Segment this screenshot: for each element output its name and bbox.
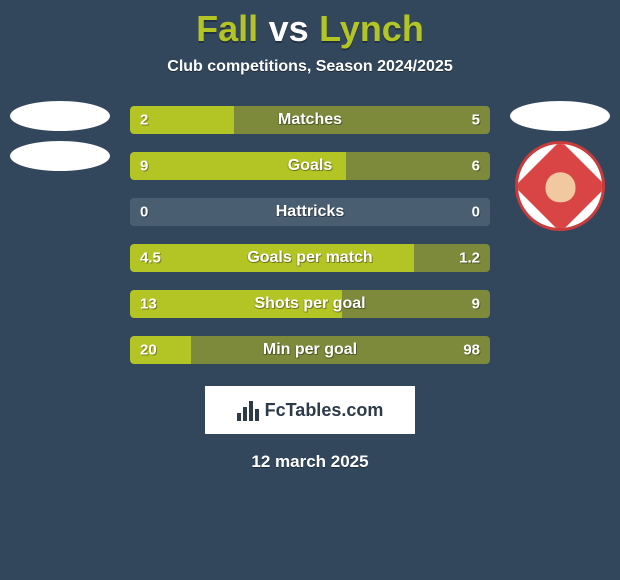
brand-text: FcTables.com bbox=[265, 400, 384, 421]
stat-value-right: 0 bbox=[472, 204, 480, 221]
subtitle: Club competitions, Season 2024/2025 bbox=[0, 58, 620, 76]
club-left-column bbox=[10, 101, 110, 171]
stat-fill-right bbox=[346, 152, 490, 180]
stat-bar: 2098Min per goal bbox=[130, 336, 490, 364]
stat-bars-column: 25Matches 96Goals 0 0Hattricks 4.51.2Goals p… bbox=[130, 106, 490, 364]
title-player1: Fall bbox=[196, 8, 258, 49]
stat-fill-left bbox=[130, 290, 342, 318]
stat-fill-right bbox=[414, 244, 490, 272]
comparison-area: 25Matches 96Goals 0 0Hattricks 4.51.2Goals p… bbox=[0, 106, 620, 364]
crest-face-icon bbox=[545, 171, 575, 201]
stat-bar: 4.51.2Goals per match bbox=[130, 244, 490, 272]
title-vs: vs bbox=[269, 8, 309, 49]
brand-footer[interactable]: FcTables.com bbox=[205, 386, 415, 434]
stat-fill-right bbox=[191, 336, 490, 364]
stat-fill-right bbox=[342, 290, 490, 318]
club-left-placeholder-2 bbox=[10, 141, 110, 171]
club-right-column bbox=[510, 101, 610, 231]
stat-bar: 0 0Hattricks bbox=[130, 198, 490, 226]
crest-diamond-icon bbox=[515, 141, 605, 231]
stat-fill-left bbox=[130, 106, 234, 134]
club-right-crest bbox=[515, 141, 605, 231]
club-right-placeholder-1 bbox=[510, 101, 610, 131]
bar-chart-icon bbox=[237, 399, 259, 421]
stat-bar: 25Matches bbox=[130, 106, 490, 134]
club-left-placeholder-1 bbox=[10, 101, 110, 131]
stat-fill-left bbox=[130, 152, 346, 180]
title-container: Fall vs Lynch bbox=[0, 0, 620, 50]
stat-bar: 96Goals bbox=[130, 152, 490, 180]
stat-bar: 139Shots per goal bbox=[130, 290, 490, 318]
stat-fill-left bbox=[130, 336, 191, 364]
stat-fill-left bbox=[130, 244, 414, 272]
footer-date: 12 march 2025 bbox=[0, 452, 620, 472]
stat-label: Hattricks bbox=[130, 203, 490, 221]
stat-fill-right bbox=[234, 106, 490, 134]
title-player2: Lynch bbox=[319, 8, 424, 49]
stat-value-left: 0 bbox=[140, 204, 148, 221]
